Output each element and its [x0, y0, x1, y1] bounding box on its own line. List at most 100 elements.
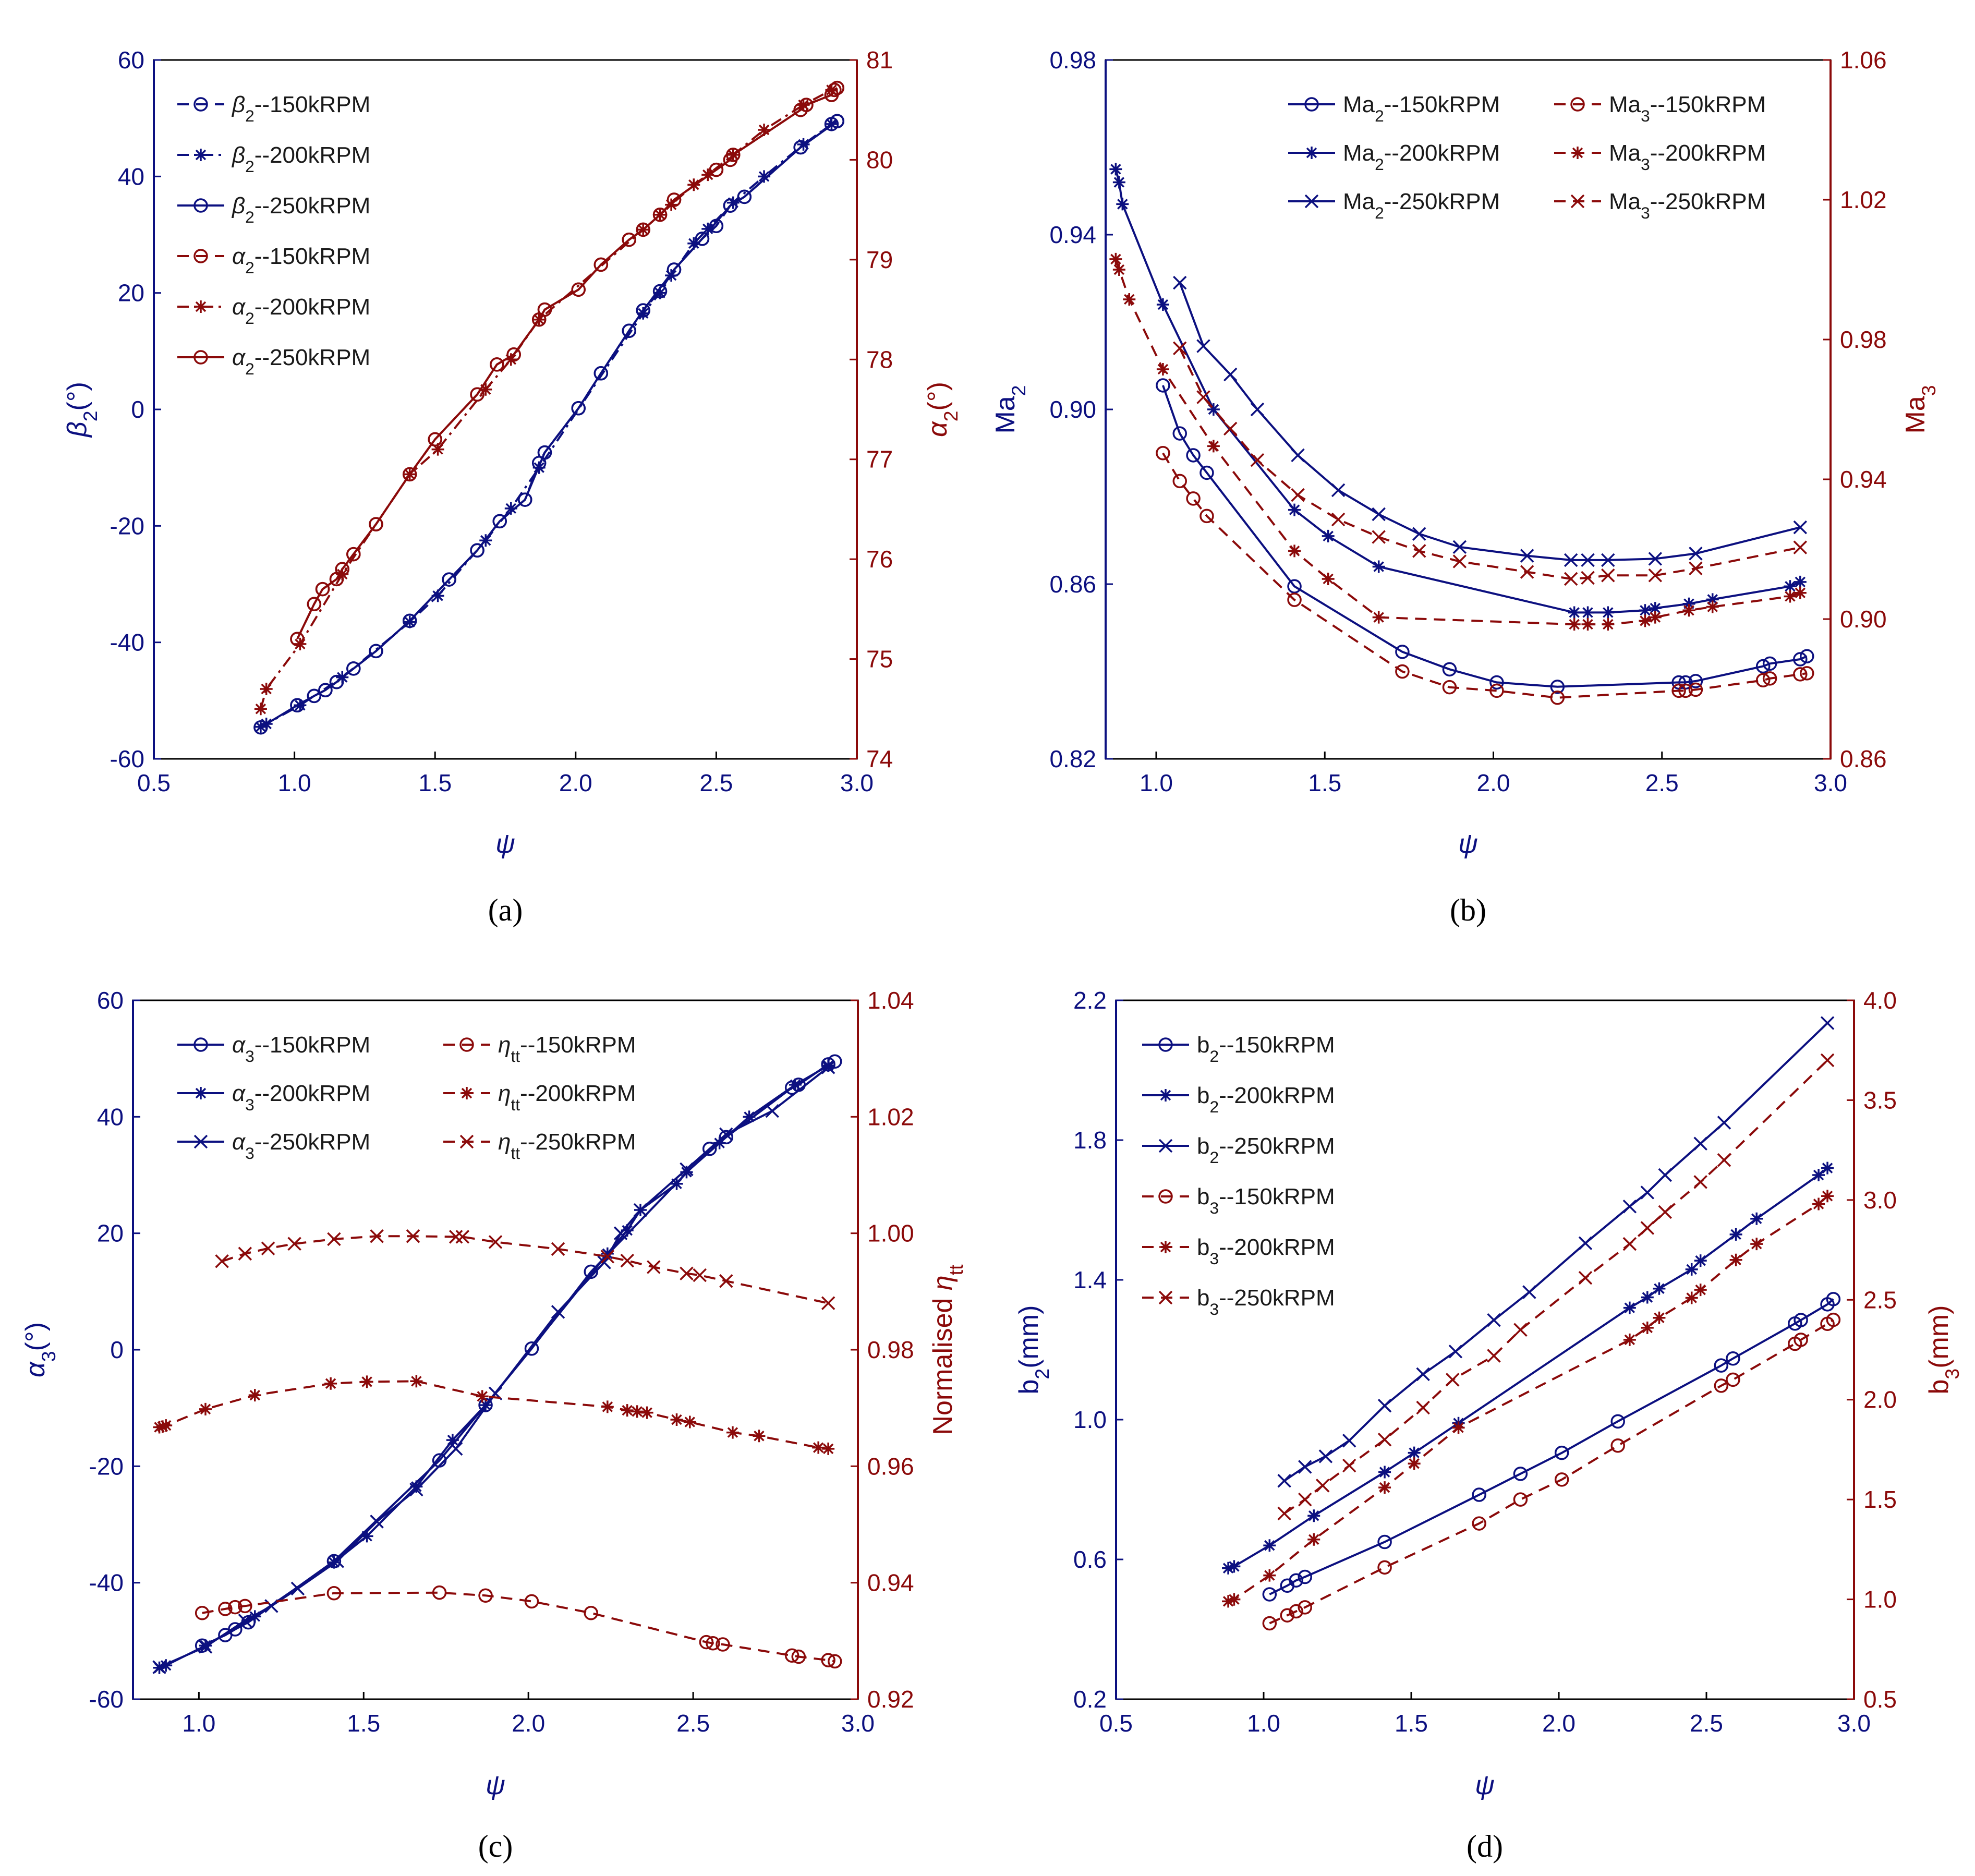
series-line-b3-200krpm	[1228, 1195, 1828, 1603]
data-point-tt-250krpm	[327, 1232, 341, 1246]
x-tick-label: 2.5	[1690, 1710, 1723, 1737]
data-point-3-200krpm	[670, 1177, 683, 1190]
xlabel-c: ψ	[486, 1770, 505, 1800]
legend-label-tt-250krpm: ηtt--250kRPM	[498, 1129, 636, 1163]
data-point-3-250krpm	[633, 1203, 648, 1217]
data-point-tt-250krpm	[693, 1268, 707, 1282]
data-point-ma3-150krpm	[1287, 592, 1302, 607]
x-tick-label: 1.0	[182, 1710, 215, 1737]
data-point-2-250krpm	[726, 148, 741, 162]
x-tick-label: 1.5	[1395, 1710, 1428, 1737]
data-point-2-250krpm	[827, 82, 842, 98]
y-left-tick-label: 0	[110, 1336, 124, 1363]
data-point-ma3-150krpm	[1799, 666, 1814, 681]
data-point-b2-250krpm	[1578, 1236, 1593, 1250]
data-point-b3-250krpm	[1717, 1153, 1731, 1167]
data-point-b2-200krpm	[1641, 1291, 1654, 1304]
data-point-ma2-250krpm	[1291, 448, 1305, 463]
x-tick-label: 2.0	[1477, 769, 1510, 796]
legend-label-ma3-200krpm: Ma3--200kRPM	[1609, 140, 1766, 174]
data-point-2-250krpm	[290, 632, 305, 647]
data-point-ma2-150krpm	[1688, 674, 1703, 688]
x-tick-label: 2.5	[699, 769, 733, 796]
data-point-ma2-200krpm	[1568, 606, 1581, 619]
y-left-tick-label: 0.86	[1049, 571, 1096, 598]
legend-marker-b3-200krpm	[1159, 1241, 1172, 1253]
marks-a	[253, 80, 845, 735]
legend-label-3-150krpm: α3--150kRPM	[232, 1032, 370, 1066]
data-point-2-200krpm	[431, 443, 444, 456]
y-right-tick-label: 74	[866, 745, 893, 772]
series-line-ma2-150krpm	[1162, 385, 1808, 688]
data-point-ma3-250krpm	[1581, 571, 1595, 585]
data-point-ma3-250krpm	[1331, 512, 1346, 527]
data-point-ma2-150krpm	[1199, 465, 1214, 480]
y-left-tick-label: 1.0	[1073, 1406, 1107, 1433]
data-point-ma3-200krpm	[1288, 544, 1301, 558]
ylabel-right-b: Ma3	[1900, 385, 1940, 433]
data-point-ma3-200krpm	[1794, 586, 1807, 599]
data-point-b2-150krpm	[1298, 1569, 1312, 1584]
data-point-b3-150krpm	[1826, 1312, 1841, 1327]
x-tick-label: 2.0	[559, 769, 592, 796]
data-point-tt-250krpm	[215, 1254, 229, 1268]
data-point-b3-200krpm	[1685, 1291, 1698, 1304]
data-point-3-200krpm	[713, 1136, 726, 1149]
data-point-b3-250krpm	[1377, 1433, 1392, 1447]
data-point-ma2-200krpm	[1581, 606, 1594, 619]
data-point-3-200krpm	[743, 1110, 756, 1123]
ticks-a: 0.5 1.0 1.5 2.0 2.5 3.0 -60 -40 -20 0 20 40 60 74 75 76…	[110, 46, 893, 796]
ticks-c: 1.0 1.5 2.0 2.5 3.0 -60 -40 -20 0 20 40 60 0.92 0.94 0…	[89, 987, 914, 1737]
series-line-3-200krpm	[159, 1064, 829, 1669]
legend-label-3-250krpm: α3--250kRPM	[232, 1129, 370, 1163]
data-point-ma2-250krpm	[1223, 367, 1238, 382]
data-point-ma3-200krpm	[1784, 590, 1797, 603]
data-point-2-250krpm	[346, 661, 361, 676]
y-right-tick-label: 77	[866, 446, 893, 473]
data-point-tt-250krpm	[261, 1241, 275, 1255]
data-point-tt-150krpm	[524, 1594, 539, 1609]
data-point-tt-200krpm	[726, 1426, 739, 1439]
data-point-ma3-250krpm	[1564, 572, 1578, 586]
data-point-tt-200krpm	[360, 1375, 373, 1388]
legend-marker-b3-250krpm	[1158, 1290, 1173, 1305]
data-point-b3-250krpm	[1693, 1175, 1707, 1189]
data-point-3-250krpm	[680, 1162, 694, 1177]
data-point-ma2-250krpm	[1520, 549, 1534, 563]
legend-marker-2-150krpm	[193, 97, 208, 112]
y-right-tick-label: 1.06	[1840, 46, 1887, 74]
data-point-ma3-250krpm	[1223, 421, 1238, 436]
data-point-tt-150krpm	[584, 1605, 598, 1620]
data-point-tt-250krpm	[600, 1250, 615, 1264]
data-point-2-250krpm	[517, 492, 532, 507]
legend-marker-ma3-250krpm	[1570, 194, 1585, 209]
data-point-tt-150krpm	[326, 1586, 342, 1601]
data-point-ma2-200krpm	[1706, 593, 1719, 606]
data-point-b3-200krpm	[1307, 1533, 1320, 1546]
data-point-b3-200krpm	[1408, 1457, 1421, 1470]
data-point-2-250krpm	[652, 207, 668, 222]
data-point-ma2-250krpm	[1331, 483, 1346, 498]
data-point-b2-150krpm	[1554, 1445, 1569, 1460]
data-point-b2-250krpm	[1658, 1168, 1672, 1182]
data-point-b3-150krpm	[1289, 1604, 1304, 1619]
data-point-ma3-200krpm	[1156, 362, 1169, 376]
data-point-tt-200krpm	[199, 1402, 212, 1415]
y-right-tick-label: 1.02	[1840, 186, 1887, 213]
y-right-tick-label: 0.5	[1863, 1686, 1897, 1713]
y-left-tick-label: 0	[131, 396, 144, 423]
y-right-tick-label: 1.0	[1863, 1586, 1897, 1613]
data-point-3-250krpm	[330, 1554, 344, 1568]
data-point-tt-200krpm	[822, 1442, 835, 1455]
caption-d: (d)	[1467, 1829, 1503, 1863]
y-right-tick-label: 0.94	[867, 1569, 914, 1596]
y-left-tick-label: 0.82	[1049, 745, 1096, 772]
legend-marker-3-150krpm	[193, 1037, 208, 1052]
data-point-2-250krpm	[492, 514, 507, 529]
data-point-ma2-150krpm	[1799, 649, 1814, 663]
y-left-tick-label: 0.90	[1049, 396, 1096, 423]
data-point-ma2-200krpm	[1794, 575, 1807, 588]
data-point-ma3-250krpm	[1689, 561, 1703, 576]
data-point-2-200krpm	[637, 307, 650, 320]
data-point-3-250krpm	[551, 1305, 565, 1319]
